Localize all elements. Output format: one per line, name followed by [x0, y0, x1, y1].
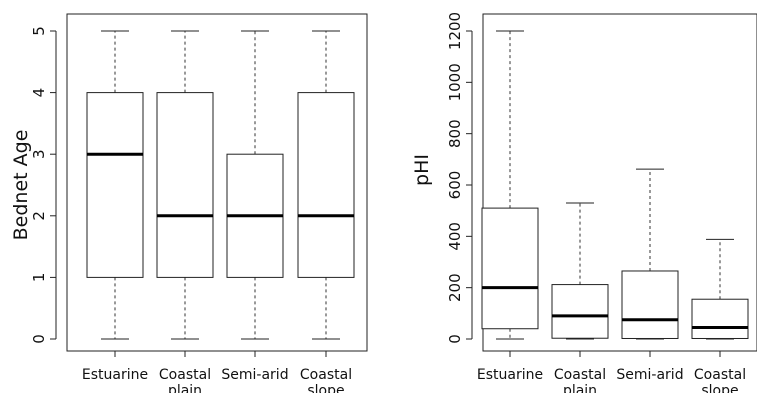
box-1 — [86, 30, 144, 340]
y-tick-label: 1200 — [446, 12, 464, 50]
x-tick-label-line: Coastal — [554, 367, 606, 383]
plot-frame — [482, 13, 757, 352]
y-tick-label: 400 — [446, 222, 464, 251]
x-tick-label: Estuarine — [82, 367, 148, 383]
x-tick-label: Semi-arid — [616, 367, 683, 383]
box-3 — [226, 30, 284, 340]
x-tick-label: Semi-arid — [221, 367, 288, 383]
y-tick-label: 2 — [30, 211, 48, 221]
x-tick-label: Coastal plain — [554, 367, 606, 393]
iqr-box — [86, 92, 144, 278]
box-1 — [481, 30, 539, 340]
iqr-box — [691, 298, 749, 339]
chart-panel-2: 0 200 400 600 800 1000 1200 pHI Estuarine Coastal… — [411, 12, 757, 393]
iqr-box — [621, 270, 679, 339]
iqr-box — [551, 284, 609, 339]
iqr-box — [481, 207, 539, 330]
iqr-box — [156, 92, 214, 278]
x-tick-label-line: slope — [307, 383, 344, 393]
x-tick-label: Estuarine — [477, 367, 543, 383]
x-tick-label-line: plain — [168, 383, 202, 393]
x-tick-label-line: Semi-arid — [221, 367, 288, 383]
box-4 — [297, 30, 355, 340]
x-tick-label-line: plain — [563, 383, 597, 393]
x-tick-label-line: Semi-arid — [616, 367, 683, 383]
y-tick-label: 600 — [446, 171, 464, 200]
y-tick-label: 800 — [446, 119, 464, 148]
x-tick-label-line: slope — [701, 383, 738, 393]
y-tick-label: 1 — [30, 273, 48, 283]
x-tick-label: Coastal slope — [694, 367, 746, 393]
x-tick-label-line: Coastal — [159, 367, 211, 383]
box-3 — [621, 168, 679, 340]
x-tick-label-line: Coastal — [694, 367, 746, 383]
x-tick-label: Coastal plain — [159, 367, 211, 393]
y-tick-label: 5 — [30, 26, 48, 36]
box-4 — [691, 238, 749, 340]
y-axis-label: pHI — [411, 154, 433, 186]
iqr-box — [297, 92, 355, 278]
y-tick-label: 4 — [30, 88, 48, 98]
y-tick-label: 3 — [30, 149, 48, 159]
x-tick-label: Coastal slope — [300, 367, 352, 393]
y-axis-label: Bednet Age — [10, 130, 32, 241]
y-tick-label: 200 — [446, 273, 464, 302]
x-tick-label-line: Coastal — [300, 367, 352, 383]
y-tick-label: 0 — [30, 334, 48, 344]
plot-frame — [66, 13, 368, 352]
y-tick-label: 0 — [446, 334, 464, 344]
box-2 — [551, 202, 609, 340]
y-tick-label: 1000 — [446, 63, 464, 101]
box-2 — [156, 30, 214, 340]
x-tick-label-line: Estuarine — [477, 367, 543, 383]
x-tick-label-line: Estuarine — [82, 367, 148, 383]
